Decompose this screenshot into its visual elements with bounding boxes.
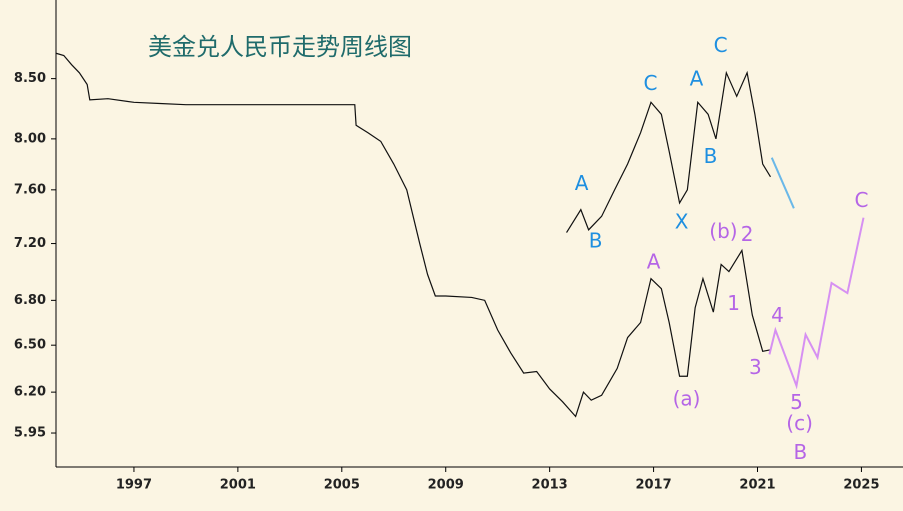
x-tick-label: 2005	[324, 478, 360, 493]
wave-label: 4	[771, 303, 784, 327]
wave-label: B	[589, 229, 603, 253]
series-line	[566, 70, 772, 233]
y-tick-label: 5.95	[14, 426, 46, 441]
y-tick-label: 7.60	[14, 182, 46, 197]
wave-label: C	[643, 71, 657, 95]
x-tick-label: 2017	[635, 478, 671, 493]
x-tick-label: 2025	[843, 478, 879, 493]
wave-label: B	[794, 440, 808, 464]
y-tick-label: 6.80	[14, 293, 46, 308]
y-tick-label: 6.20	[14, 385, 46, 400]
chart-title: 美金兑人民币走势周线图	[148, 33, 412, 61]
y-tick-label: 6.50	[14, 338, 46, 353]
y-tick-label: 8.00	[14, 131, 46, 146]
series-line	[55, 52, 771, 418]
series-line	[768, 217, 865, 390]
wave-label: (b)	[709, 219, 737, 243]
wave-label: C	[714, 33, 728, 57]
wave-label: 5	[790, 390, 803, 414]
wave-label: A	[575, 171, 589, 195]
wave-label: A	[647, 250, 661, 274]
wave-label: 1	[727, 291, 740, 315]
wave-label: X	[675, 210, 689, 234]
series-line	[770, 157, 795, 209]
y-tick-label: 7.20	[14, 236, 46, 251]
x-tick-label: 2013	[532, 478, 568, 493]
wave-label: 2	[741, 222, 754, 246]
wave-label: B	[704, 144, 718, 168]
wave-label: C	[854, 188, 868, 212]
wave-label: (a)	[673, 387, 701, 411]
y-tick-label: 8.50	[14, 71, 46, 86]
x-tick-label: 2021	[739, 478, 775, 493]
x-tick-label: 1997	[116, 478, 152, 493]
wave-label: (c)	[786, 411, 813, 435]
wave-label: 3	[749, 355, 762, 379]
x-tick-label: 2001	[220, 478, 256, 493]
x-tick-label: 2009	[428, 478, 464, 493]
wave-label: A	[690, 66, 704, 90]
